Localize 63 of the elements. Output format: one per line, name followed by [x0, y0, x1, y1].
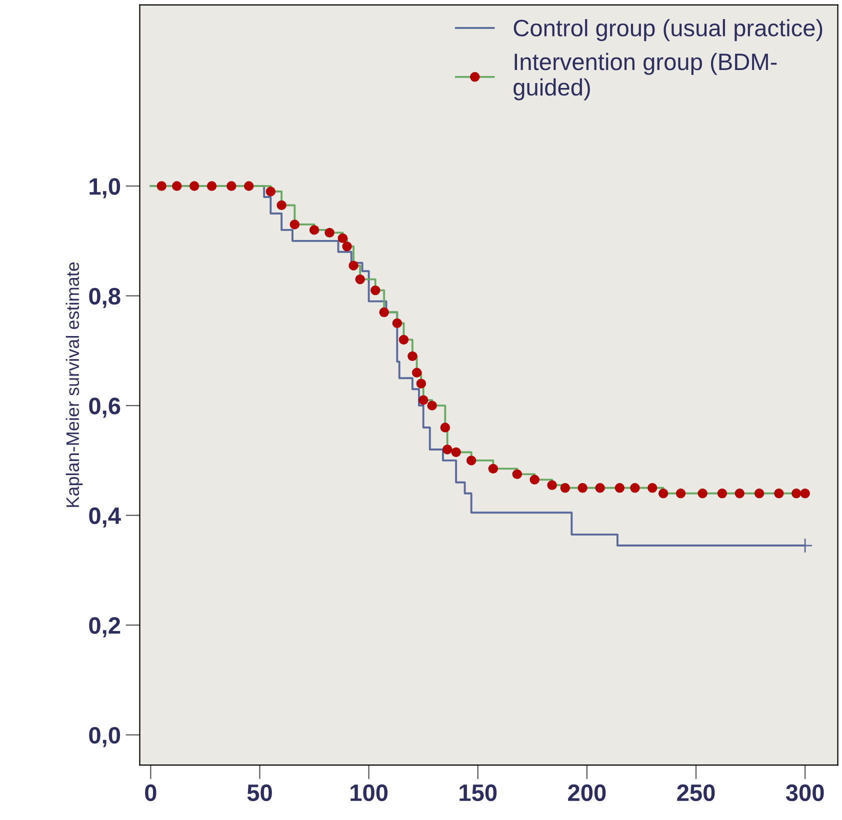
x-tick-label: 200	[568, 784, 606, 802]
y-tick-label: 0,0	[89, 726, 120, 748]
point	[172, 181, 182, 191]
point	[392, 318, 402, 328]
point	[442, 444, 452, 454]
point	[440, 422, 450, 432]
x-tick-label: 100	[350, 784, 388, 802]
point	[206, 181, 217, 191]
legend-label: Intervention group (BDM- guided)	[514, 52, 777, 100]
y-axis-title: Kaplan-Meier survival estimate	[66, 262, 83, 507]
point	[658, 488, 668, 498]
point	[595, 483, 605, 493]
point	[488, 464, 498, 474]
y-tick-label: 0,8	[89, 288, 120, 308]
point	[355, 274, 365, 284]
point	[226, 181, 236, 191]
x-tick-label: 0	[145, 784, 156, 802]
point	[379, 307, 389, 318]
point	[578, 483, 588, 493]
y-tick-label: 0,6	[89, 398, 120, 418]
point	[560, 483, 570, 493]
x-tick-label: 300	[786, 784, 824, 802]
point	[266, 186, 276, 196]
point	[451, 447, 461, 458]
point	[648, 483, 658, 493]
point	[156, 181, 166, 191]
point	[774, 488, 784, 498]
point	[370, 285, 380, 296]
point	[717, 488, 728, 498]
point	[547, 480, 557, 490]
point	[338, 233, 348, 244]
y-tick-label: 0,2	[89, 617, 120, 638]
point	[427, 400, 437, 410]
point	[276, 200, 286, 210]
point	[416, 378, 426, 388]
point	[408, 351, 418, 362]
y-tick-label: 1,0	[90, 178, 120, 198]
point	[754, 488, 764, 498]
x-tick-label: 150	[460, 784, 497, 802]
point	[290, 220, 300, 230]
point	[734, 488, 744, 498]
point	[512, 469, 522, 480]
point	[418, 395, 428, 405]
point	[530, 474, 540, 485]
point	[630, 483, 640, 493]
point	[800, 488, 810, 498]
point	[348, 260, 358, 270]
point	[189, 181, 200, 191]
y-tick-label: 0,4	[89, 507, 121, 528]
x-tick-label: 50	[247, 784, 272, 802]
point	[466, 456, 476, 466]
legend-label: Control group (usual practice)	[514, 19, 822, 42]
x-tick-label: 250	[677, 784, 715, 802]
point	[614, 483, 625, 493]
point	[791, 488, 802, 498]
point	[412, 368, 422, 378]
point	[244, 181, 254, 191]
point	[676, 488, 686, 498]
point	[324, 228, 334, 238]
point	[309, 225, 320, 235]
point	[698, 488, 708, 498]
point	[398, 334, 409, 345]
point	[342, 242, 352, 252]
